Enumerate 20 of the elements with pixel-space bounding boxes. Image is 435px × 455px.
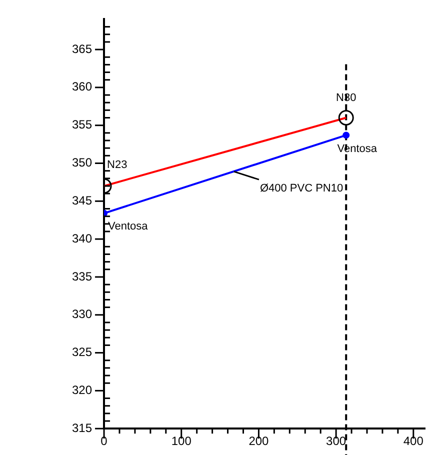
- y-tick-label: 340: [72, 231, 92, 246]
- y-tick-label: 335: [72, 269, 92, 284]
- x-tick-label: 400: [403, 434, 424, 448]
- y-tick-label: 365: [72, 42, 92, 56]
- y-tick-label: 355: [72, 118, 92, 132]
- y-tick-label: 360: [72, 80, 92, 94]
- y-tick-label: 345: [72, 193, 92, 208]
- annotation: Ventosa: [337, 143, 378, 156]
- x-tick-label: 100: [171, 434, 192, 448]
- y-tick-label: 350: [72, 156, 92, 170]
- x-tick-label: 200: [248, 434, 270, 448]
- annotation: Ø400 PVC PN10: [260, 182, 344, 195]
- annotation: Ventosa: [108, 220, 149, 232]
- annotation: N30: [336, 92, 356, 104]
- y-tick-label: 320: [72, 383, 92, 398]
- y-tick-label: 330: [72, 307, 92, 322]
- y-tick-label: 325: [72, 345, 92, 360]
- x-tick-label: 300: [326, 434, 346, 448]
- annotation: N23: [107, 159, 128, 172]
- y-tick-label: 315: [72, 420, 92, 435]
